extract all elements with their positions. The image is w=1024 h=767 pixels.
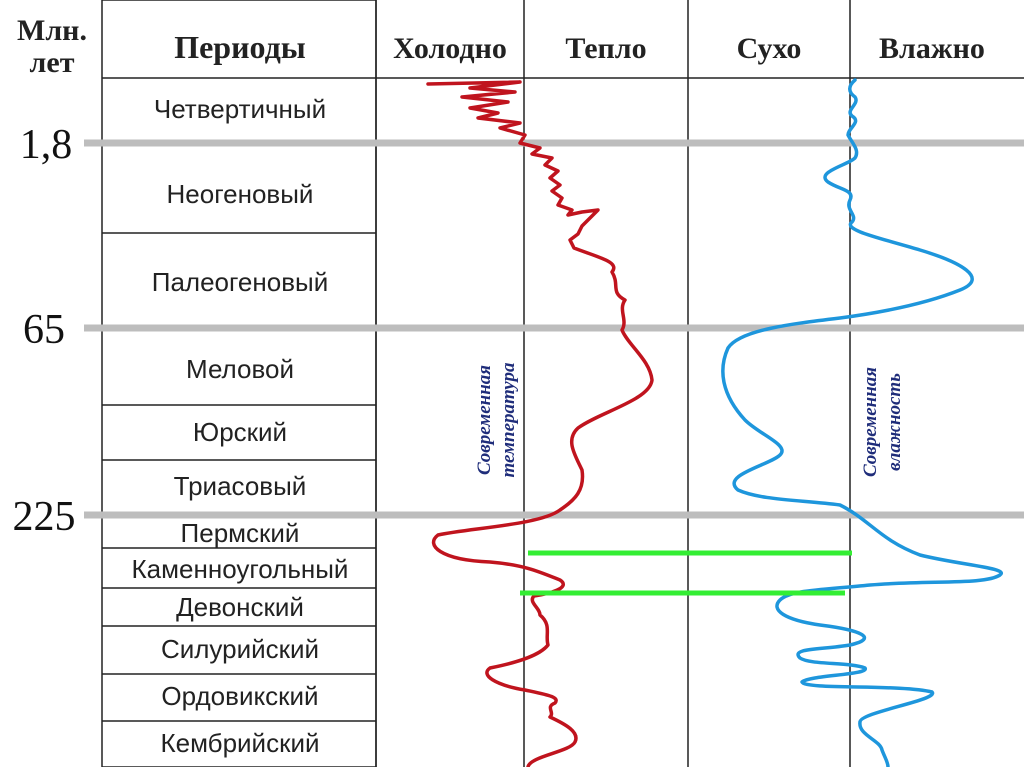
humidity-note-line1: Современная [860,367,881,477]
period-row-separators [102,232,376,722]
cold-header: Холодно [393,32,507,65]
humidity-note-line2: влажность [884,373,905,471]
period-label: Неогеновый [167,179,314,209]
humidity-curve [721,78,1004,767]
period-label: Меловой [186,354,294,384]
years-header-line2: лет [30,46,75,79]
temperature-curve [426,80,654,767]
period-label: Пермский [181,518,300,548]
temperature-note-line1: Современная [474,365,495,475]
temperature-note: Современная температура [474,362,519,477]
dry-header: Сухо [737,32,802,65]
temperature-note-line2: температура [498,362,519,477]
years-header-line1: Млн. [17,14,87,47]
humidity-note: Современная влажность [860,367,905,477]
wet-header: Влажно [879,32,985,65]
axis-tick-65: 65 [23,307,65,353]
periods-header: Периоды [174,29,306,65]
period-label: Триасовый [174,471,307,501]
warm-header: Тепло [565,32,646,65]
period-labels: Четвертичный Неогеновый Палеогеновый Мел… [132,94,349,758]
axis-tick-225: 225 [13,494,76,540]
period-label: Кембрийский [160,728,319,758]
period-label: Четвертичный [154,94,326,124]
period-label: Каменноугольный [132,554,349,584]
period-label: Юрский [193,417,287,447]
period-label: Девонский [176,592,304,622]
period-label: Силурийский [161,634,319,664]
period-label: Палеогеновый [152,267,328,297]
axis-tick-1-8: 1,8 [20,122,73,168]
period-label: Ордовикский [161,681,318,711]
